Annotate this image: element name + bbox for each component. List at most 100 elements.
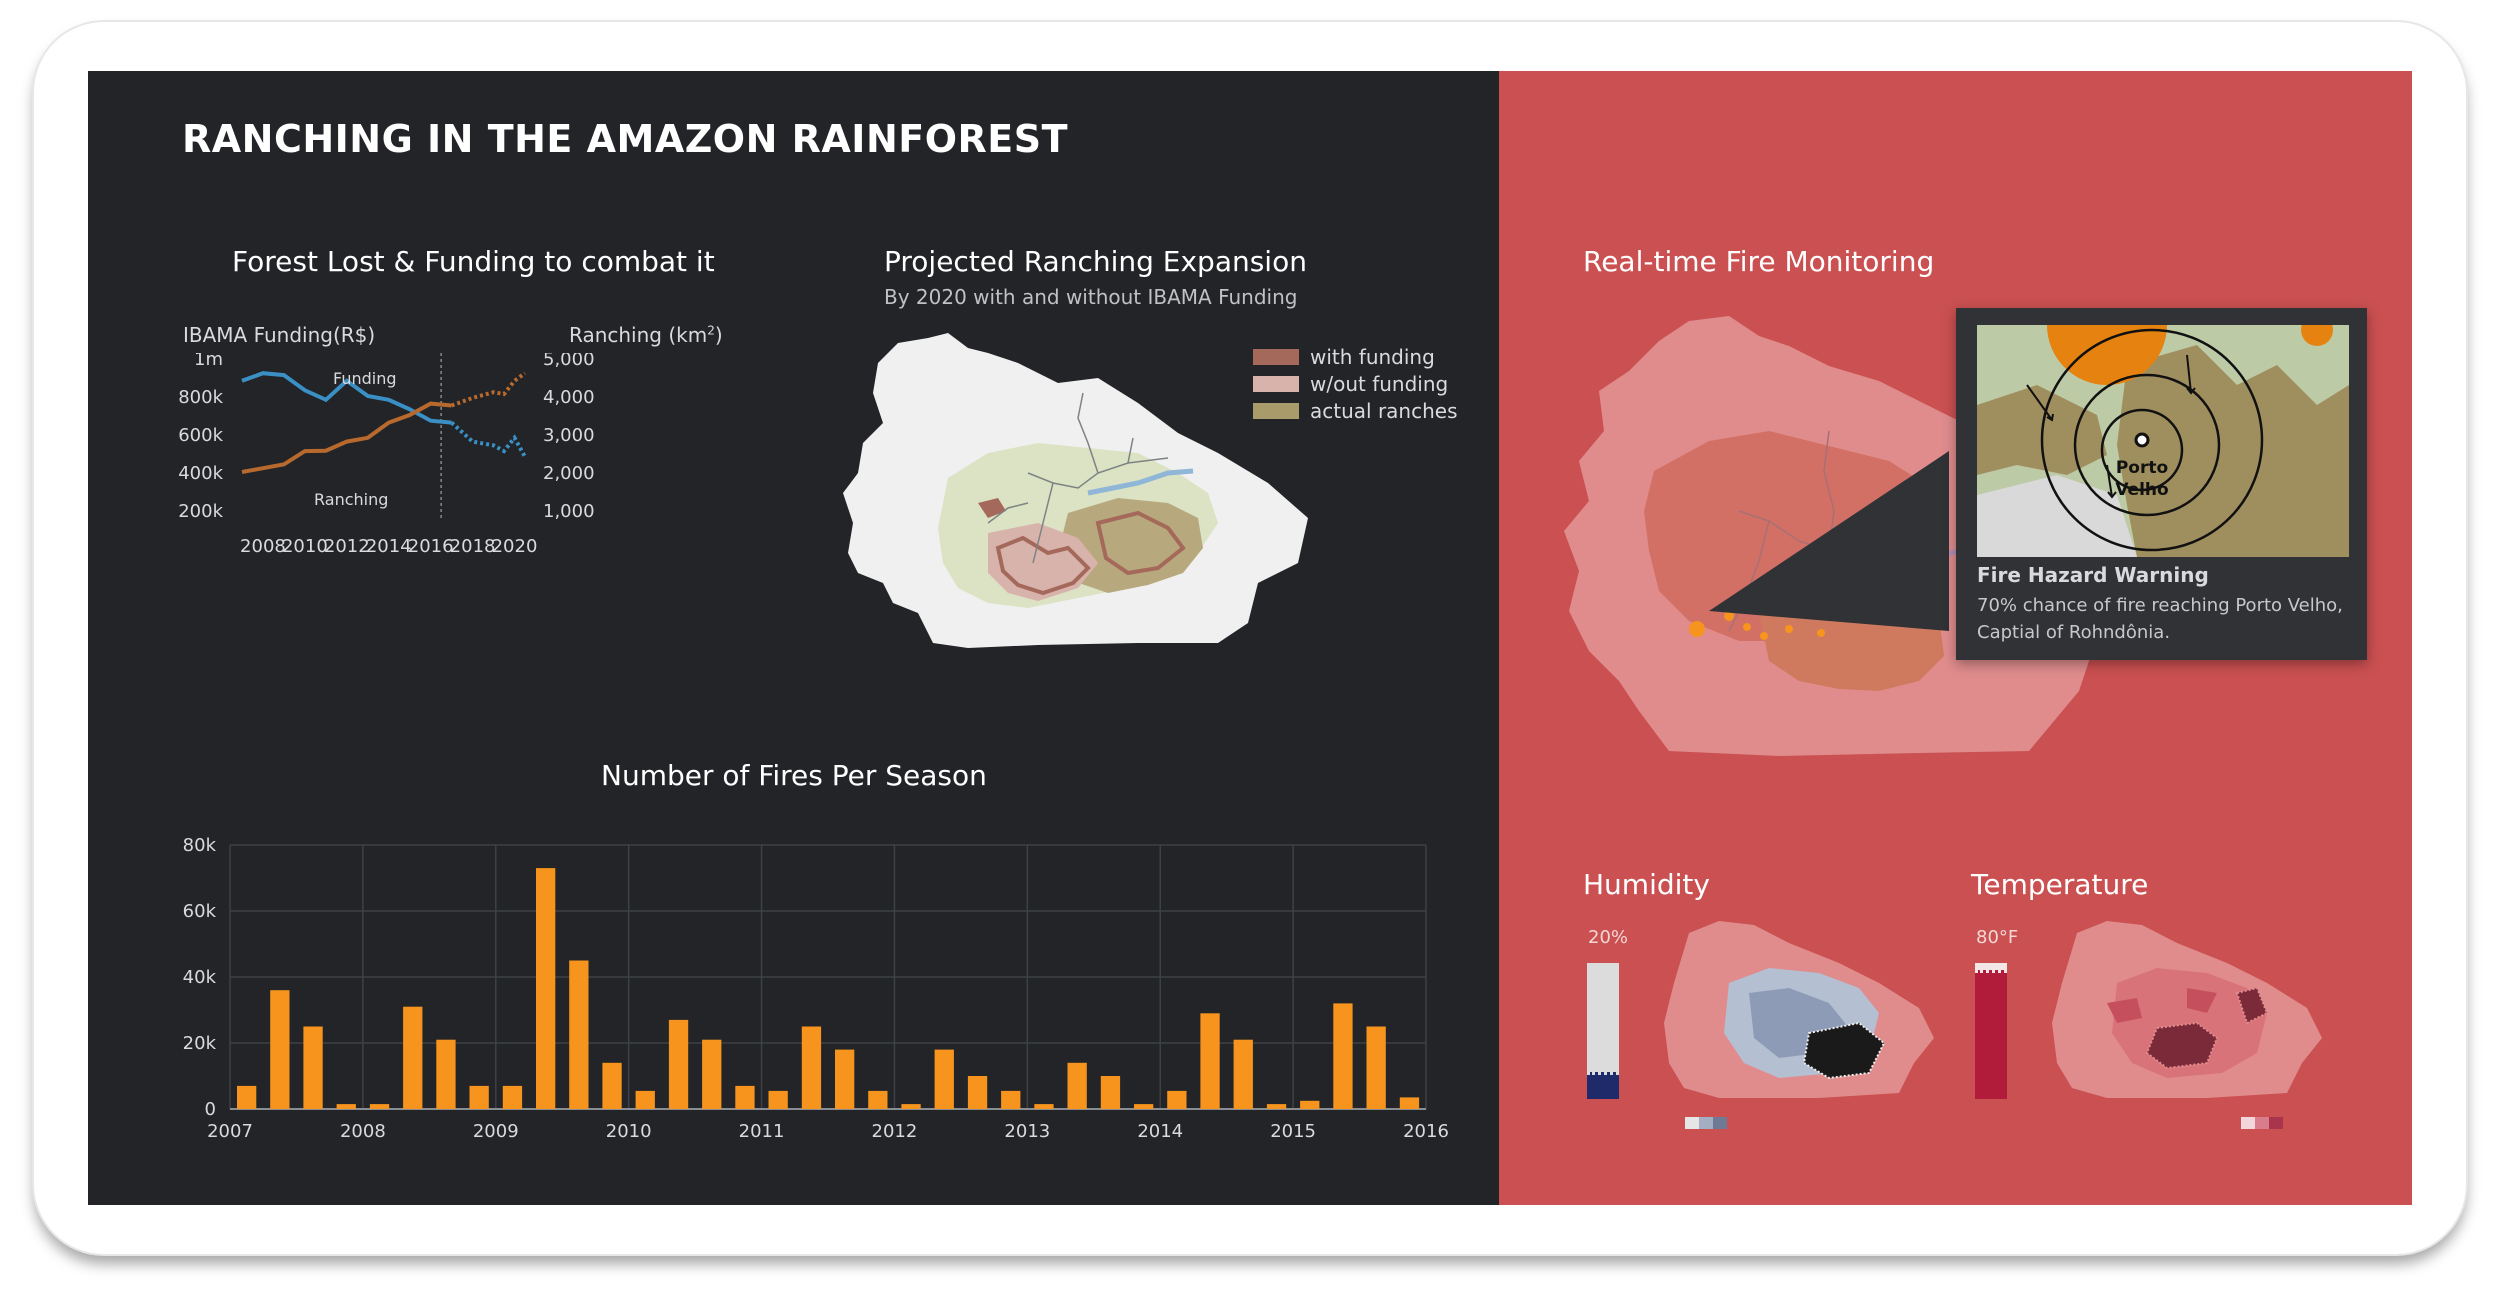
dashboard-screen: RANCHING IN THE AMAZON RAINFOREST Forest…	[88, 71, 2412, 1205]
fire-count-bar	[303, 1026, 323, 1109]
popup-pointer	[1709, 451, 1949, 631]
right-panel: Real-time Fire Monitoring	[1499, 71, 2412, 1205]
temperature-gauge-fill	[1975, 969, 2007, 1099]
popup-fire-blob-small	[2301, 325, 2333, 346]
fire-count-bar	[1001, 1090, 1021, 1109]
humidity-legend-swatch-1	[1685, 1117, 1699, 1129]
humidity-legend-swatch-2	[1699, 1117, 1713, 1129]
fire-count-bar	[1366, 1026, 1386, 1109]
fire-count-bar	[635, 1090, 655, 1109]
fires-chart-title: Number of Fires Per Season	[601, 759, 987, 792]
popup-fire-blob-large	[2047, 325, 2167, 385]
popup-title: Fire Hazard Warning	[1977, 563, 2209, 587]
popup-map-label-line1: Porto	[2116, 458, 2168, 478]
projection-subtitle: By 2020 with and without IBAMA Funding	[884, 285, 1298, 309]
fire-count-bar	[602, 1062, 622, 1109]
popup-ranch-area-right	[2117, 345, 2349, 557]
temperature-value-label: 80°F	[1976, 927, 2019, 948]
fire-count-bar	[502, 1085, 523, 1109]
humidity-value-label: 20%	[1588, 927, 1629, 948]
temperature-legend-swatch-2	[2255, 1117, 2269, 1129]
fire-monitoring-title: Real-time Fire Monitoring	[1583, 245, 1935, 278]
fire-count-bar	[369, 1104, 390, 1109]
fire-count-bar	[403, 1006, 423, 1109]
humidity-gauge-fill	[1587, 1071, 1619, 1099]
x-axis-tick: 2009	[473, 1121, 519, 1142]
fire-count-bar	[336, 1104, 356, 1109]
fire-count-bar	[1134, 1104, 1154, 1109]
left-axis-tick: 1m	[194, 353, 223, 370]
legend-without-funding-label: w/out funding	[1310, 372, 1449, 396]
temperature-legend-swatch-1	[2241, 1117, 2255, 1129]
y-axis-tick: 0	[205, 1099, 216, 1120]
x-axis-tick: 2008	[340, 1121, 386, 1142]
legend-actual-ranches-label: actual ranches	[1310, 399, 1458, 423]
fire-count-bar	[835, 1049, 855, 1109]
fire-dot-a	[1724, 611, 1734, 621]
left-axis-label: IBAMA Funding(R$)	[183, 323, 376, 347]
fire-count-bar	[1200, 1013, 1220, 1109]
right-axis-label: Ranching (km2)	[569, 323, 723, 347]
fire-count-bar	[967, 1076, 988, 1109]
fire-count-bar	[1333, 1003, 1353, 1109]
humidity-map	[1664, 921, 1934, 1098]
funding-line-projected	[450, 421, 527, 458]
projection-title: Projected Ranching Expansion	[884, 245, 1307, 278]
x-axis-tick: 2016	[1403, 1121, 1449, 1142]
ranching-line-projected	[450, 371, 527, 408]
right-axis-tick: 4,000	[543, 387, 595, 408]
x-axis-tick: 2010	[606, 1121, 652, 1142]
fire-dot-main	[1689, 621, 1705, 637]
right-axis-tick: 1,000	[543, 501, 595, 522]
left-axis-tick: 600k	[178, 425, 223, 446]
fire-count-bar	[735, 1085, 755, 1109]
small-with-funding-patch	[978, 498, 1006, 518]
fire-count-bar	[1233, 1039, 1253, 1109]
left-axis-tick: 400k	[178, 463, 223, 484]
fire-count-bar	[469, 1085, 489, 1109]
fire-dot-e	[1817, 629, 1825, 637]
fire-hazard-popup[interactable]: Porto Velho Fire Hazard Warning 70% chan…	[1956, 308, 2367, 660]
projection-map	[843, 333, 1308, 648]
fire-dot-c	[1760, 632, 1768, 640]
temperature-map	[2052, 921, 2322, 1098]
fire-count-bar	[536, 868, 556, 1109]
ranching-line-solid	[241, 401, 452, 474]
y-axis-tick: 80k	[183, 835, 217, 856]
x-axis-tick: 2020	[492, 536, 538, 557]
fire-count-bar	[901, 1104, 921, 1109]
forest-line-chart: 1m 800k 600k 400k 200k 5,000 4,000 3,000 2,000 1,…	[178, 353, 595, 557]
fire-count-bar	[1399, 1097, 1420, 1109]
y-axis-tick: 60k	[183, 901, 217, 922]
temperature-hotspot-region	[2145, 986, 2269, 1070]
popup-map-label-line2: Velho	[2115, 480, 2168, 500]
fire-count-bar	[1067, 1062, 1087, 1109]
fire-count-bar	[1266, 1104, 1287, 1109]
fire-dot-d	[1785, 625, 1793, 633]
right-axis-label-sup: 2	[707, 323, 715, 338]
temperature-gauge	[1975, 963, 2007, 1099]
fire-count-bar	[1300, 1100, 1320, 1110]
temperature-legend-swatch-3	[2269, 1117, 2283, 1129]
y-axis-tick: 20k	[183, 1033, 217, 1054]
funding-series-label: Funding	[333, 369, 397, 388]
right-axis-label-close: )	[714, 323, 723, 347]
left-axis-tick: 200k	[178, 501, 223, 522]
popup-map: Porto Velho	[1977, 325, 2349, 557]
right-axis-label-text: Ranching (km	[569, 323, 708, 347]
fire-count-bar	[436, 1039, 456, 1109]
porto-velho-marker	[2134, 432, 2150, 448]
legend-with-funding-swatch	[1253, 349, 1299, 365]
fire-count-bar	[668, 1019, 689, 1109]
fire-count-bar	[1034, 1104, 1054, 1109]
fire-dot-b	[1743, 623, 1751, 631]
popup-contour-outer	[2040, 328, 2264, 552]
x-axis-tick: 2011	[739, 1121, 785, 1142]
popup-contour-inner	[2100, 408, 2184, 492]
temperature-title: Temperature	[1971, 868, 2149, 901]
humidity-dry-region	[1802, 1021, 1886, 1080]
right-axis-tick: 5,000	[543, 353, 595, 370]
x-axis-tick: 2013	[1004, 1121, 1050, 1142]
temperature-hot-patch-1	[2107, 998, 2142, 1023]
legend-with-funding-label: with funding	[1310, 345, 1435, 369]
